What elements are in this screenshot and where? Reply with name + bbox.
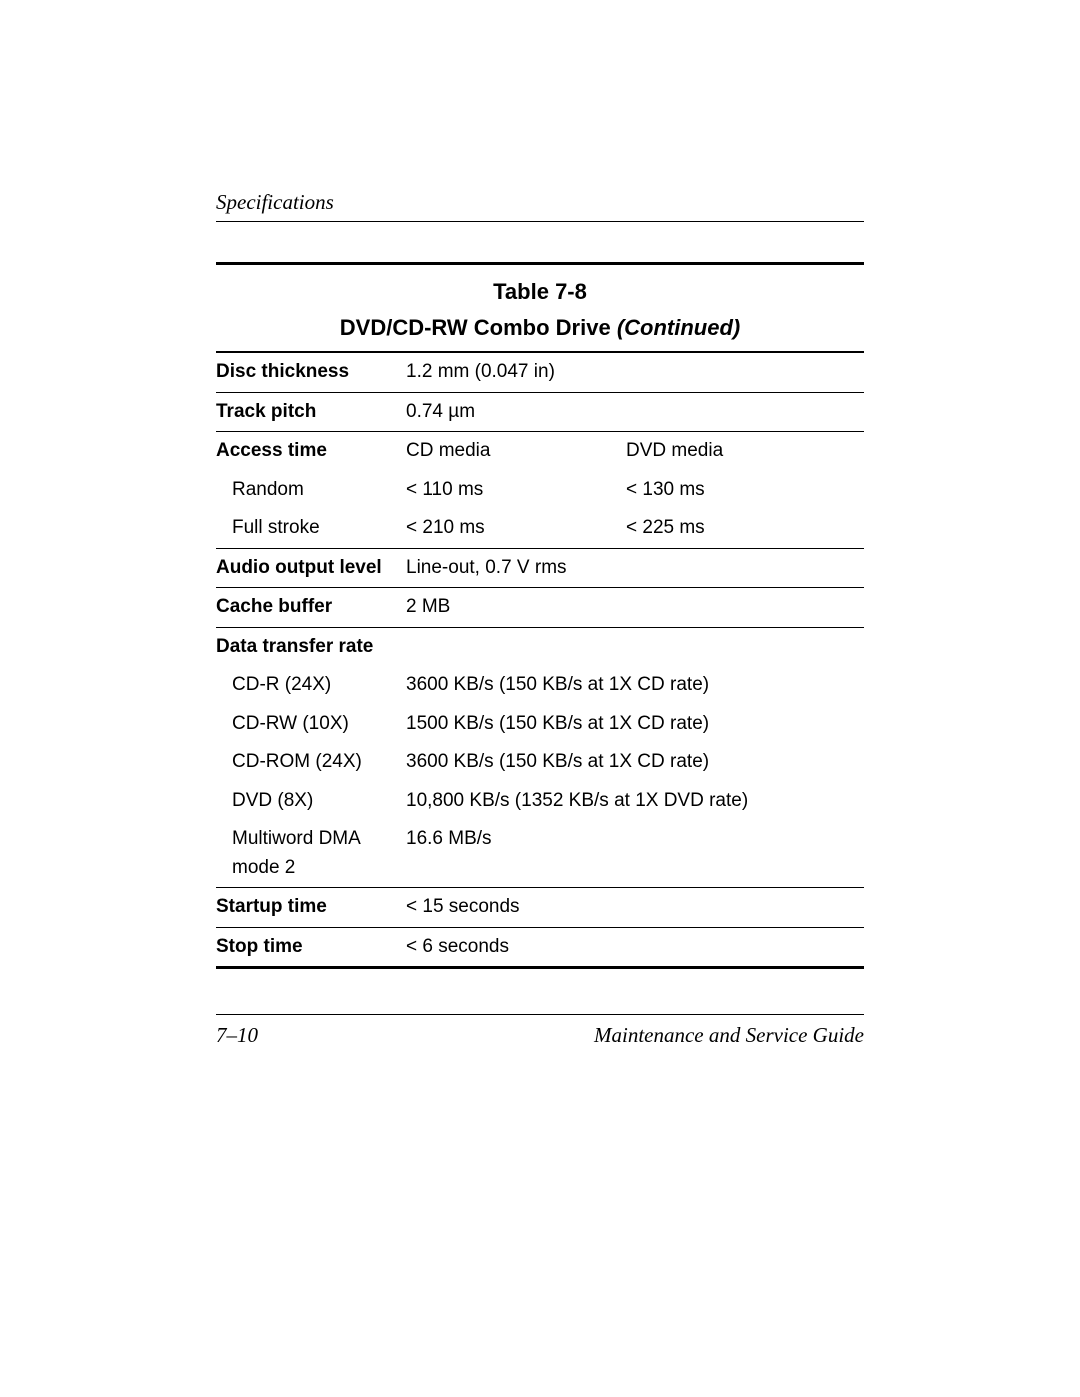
document-page: Specifications Table 7-8 DVD/CD-RW Combo… <box>0 0 1080 1397</box>
table-number: Table 7-8 <box>216 279 864 305</box>
row-value-dma: 16.6 MB/s <box>406 820 864 887</box>
row-value-disc-thickness: 1.2 mm (0.047 in) <box>406 353 864 392</box>
spec-table: Table 7-8 DVD/CD-RW Combo Drive (Continu… <box>216 262 864 969</box>
row-value-full-stroke-cd: < 210 ms <box>406 509 626 548</box>
row-value-dvd: 10,800 KB/s (1352 KB/s at 1X DVD rate) <box>406 782 864 821</box>
row-value-audio-output: Line-out, 0.7 V rms <box>406 549 864 588</box>
row-label-track-pitch: Track pitch <box>216 393 406 432</box>
page-header: Specifications <box>216 190 864 222</box>
row-value-cdrw: 1500 KB/s (150 KB/s at 1X CD rate) <box>406 705 864 744</box>
row-label-cdr: CD-R (24X) <box>216 666 406 705</box>
table-caption: DVD/CD-RW Combo Drive (Continued) <box>216 315 864 341</box>
table-caption-main: DVD/CD-RW Combo Drive <box>340 315 617 340</box>
row-label-audio-output: Audio output level <box>216 549 406 588</box>
row-value-random-dvd: < 130 ms <box>626 471 864 510</box>
row-value-stop: < 6 seconds <box>406 928 864 967</box>
row-label-cdrom: CD-ROM (24X) <box>216 743 406 782</box>
row-value-cdr: 3600 KB/s (150 KB/s at 1X CD rate) <box>406 666 864 705</box>
section-title: Specifications <box>216 190 334 215</box>
page-number: 7–10 <box>216 1023 258 1048</box>
row-label-disc-thickness: Disc thickness <box>216 353 406 392</box>
row-label-random: Random <box>216 471 406 510</box>
row-label-stop: Stop time <box>216 928 406 967</box>
row-label-access-time: Access time <box>216 432 406 471</box>
spec-grid: Disc thickness 1.2 mm (0.047 in) Track p… <box>216 353 864 966</box>
row-value-cache-buffer: 2 MB <box>406 588 864 627</box>
row-value-random-cd: < 110 ms <box>406 471 626 510</box>
row-label-dvd: DVD (8X) <box>216 782 406 821</box>
row-label-cdrw: CD-RW (10X) <box>216 705 406 744</box>
row-label-dma: Multiword DMA mode 2 <box>216 820 406 887</box>
col-header-dvd-media: DVD media <box>626 432 864 471</box>
row-label-startup: Startup time <box>216 888 406 927</box>
table-title-block: Table 7-8 DVD/CD-RW Combo Drive (Continu… <box>216 265 864 353</box>
row-value-startup: < 15 seconds <box>406 888 864 927</box>
row-value-cdrom: 3600 KB/s (150 KB/s at 1X CD rate) <box>406 743 864 782</box>
row-label-cache-buffer: Cache buffer <box>216 588 406 627</box>
row-label-data-transfer: Data transfer rate <box>216 628 864 667</box>
row-label-full-stroke: Full stroke <box>216 509 406 548</box>
guide-title: Maintenance and Service Guide <box>594 1023 864 1048</box>
row-value-track-pitch: 0.74 µm <box>406 393 864 432</box>
row-value-full-stroke-dvd: < 225 ms <box>626 509 864 548</box>
page-footer: 7–10 Maintenance and Service Guide <box>216 1014 864 1048</box>
col-header-cd-media: CD media <box>406 432 626 471</box>
table-caption-continued: (Continued) <box>617 315 740 340</box>
